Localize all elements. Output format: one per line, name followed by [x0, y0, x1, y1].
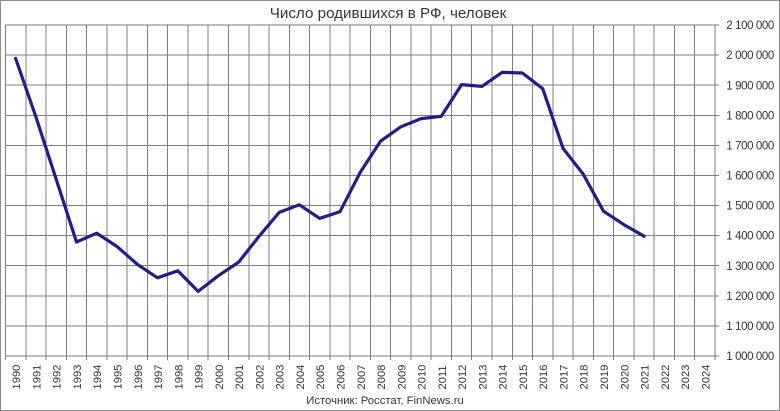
svg-text:2010: 2010	[417, 365, 429, 390]
svg-text:1 100 000: 1 100 000	[726, 321, 774, 333]
svg-text:2020: 2020	[619, 365, 631, 390]
svg-text:2024: 2024	[700, 365, 712, 390]
svg-text:2003: 2003	[275, 365, 287, 390]
svg-text:2018: 2018	[579, 365, 591, 390]
svg-text:2007: 2007	[356, 365, 368, 390]
svg-text:2011: 2011	[437, 365, 449, 389]
svg-text:1990: 1990	[11, 365, 23, 390]
svg-text:1991: 1991	[31, 365, 43, 390]
svg-text:1 500 000: 1 500 000	[726, 201, 774, 213]
svg-text:2017: 2017	[558, 365, 570, 390]
svg-text:2014: 2014	[498, 365, 510, 390]
svg-text:1999: 1999	[194, 365, 206, 390]
svg-text:1 900 000: 1 900 000	[726, 80, 774, 92]
svg-text:2009: 2009	[396, 365, 408, 390]
svg-text:2004: 2004	[295, 365, 307, 390]
svg-text:2002: 2002	[254, 365, 266, 390]
svg-text:2019: 2019	[599, 365, 611, 390]
svg-text:1 200 000: 1 200 000	[726, 291, 774, 303]
svg-text:Число родившихся в РФ, человек: Число родившихся в РФ, человек	[270, 5, 507, 22]
svg-text:1994: 1994	[92, 365, 104, 390]
svg-text:2001: 2001	[234, 365, 246, 390]
svg-text:1997: 1997	[153, 365, 165, 390]
svg-text:1998: 1998	[173, 365, 185, 390]
svg-text:2008: 2008	[376, 365, 388, 390]
svg-text:1 000 000: 1 000 000	[726, 351, 774, 363]
svg-text:1 400 000: 1 400 000	[726, 231, 774, 243]
svg-text:2 000 000: 2 000 000	[726, 50, 774, 62]
svg-text:1992: 1992	[52, 365, 64, 390]
svg-text:2023: 2023	[680, 365, 692, 390]
svg-text:2 100 000: 2 100 000	[726, 20, 774, 32]
svg-text:Источник: Росстат, FinNews.ru: Источник: Росстат, FinNews.ru	[306, 395, 464, 407]
svg-text:2015: 2015	[518, 365, 530, 390]
svg-text:2012: 2012	[457, 365, 469, 390]
svg-text:2021: 2021	[640, 365, 652, 390]
svg-text:1993: 1993	[72, 365, 84, 390]
svg-text:1995: 1995	[112, 365, 124, 390]
svg-text:2016: 2016	[538, 365, 550, 390]
svg-text:2006: 2006	[335, 365, 347, 390]
svg-text:1996: 1996	[133, 365, 145, 390]
svg-text:1 300 000: 1 300 000	[726, 261, 774, 273]
svg-text:1 600 000: 1 600 000	[726, 171, 774, 183]
svg-text:1 700 000: 1 700 000	[726, 140, 774, 152]
svg-text:1 800 000: 1 800 000	[726, 110, 774, 122]
svg-text:2000: 2000	[214, 365, 226, 390]
svg-text:2013: 2013	[477, 365, 489, 390]
svg-text:2005: 2005	[315, 365, 327, 390]
svg-text:2022: 2022	[660, 365, 672, 390]
